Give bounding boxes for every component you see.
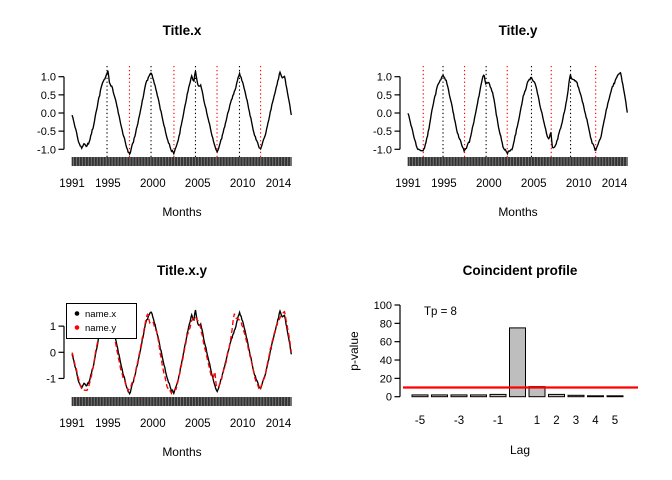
x-tick-label: 1	[534, 415, 540, 427]
x-tick-label: 2010	[566, 178, 592, 190]
x-tick-label: 2010	[230, 418, 256, 430]
monthly-rug	[71, 397, 292, 406]
y-tick-label: 1.0	[41, 72, 56, 84]
x-axis-title: Lag	[510, 443, 530, 457]
bar-lag--5	[411, 394, 429, 398]
x-tick-label: 2014	[266, 418, 292, 430]
panel-title-x-y: Title.x.y 1 0 -1 1991 1995 2000 2005 2010 2014 Mon…	[0, 240, 336, 480]
x-tick-label: -3	[454, 415, 464, 427]
x-tick-label: 2014	[602, 178, 628, 190]
legend-label: name.x	[85, 309, 116, 320]
tp-annotation: Tp = 8	[424, 306, 457, 318]
x-tick-label: -1	[493, 415, 503, 427]
x-tick-label: 1995	[95, 178, 121, 190]
legend-marker-name.x	[74, 311, 80, 316]
x-tick-label: 3	[573, 415, 579, 427]
x-tick-label: 2014	[266, 178, 292, 190]
y-tick-label: 40	[380, 355, 392, 367]
panel-title: Title.y	[499, 23, 538, 38]
bar-lag-4	[587, 395, 604, 398]
panel-title: Title.x.y	[157, 263, 208, 278]
panel-title: Title.x	[163, 23, 202, 38]
y-tick-label: -0.5	[37, 126, 56, 138]
y-tick-label: 20	[380, 373, 392, 385]
series-path-y	[407, 71, 628, 156]
monthly-rug	[71, 157, 292, 166]
x-tick-label: -5	[415, 415, 425, 427]
y-tick-label: 0.0	[377, 108, 392, 120]
chart-title-x: Title.x 1.0 0.5 0.0 -0.5 -1.0 1991 1995 2000 2005…	[37, 23, 292, 219]
bar-lag--3	[450, 394, 468, 398]
bar-lag-5	[606, 395, 624, 398]
y-tick-label: 1.0	[377, 72, 392, 84]
bar-lag-0	[509, 327, 526, 398]
x-axis-title: Months	[498, 205, 537, 219]
legend-marker-name.y	[74, 325, 80, 330]
series-path-name.y	[71, 310, 292, 395]
x-tick-label: 1991	[395, 178, 421, 190]
x-axis-title: Months	[162, 445, 201, 459]
legend-label: name.y	[85, 323, 116, 334]
bar-lag-2	[548, 393, 565, 398]
x-tick-label: 1991	[59, 178, 85, 190]
y-tick-label: 80	[380, 318, 392, 330]
x-tick-label: 2005	[521, 178, 547, 190]
x-tick-label: 2010	[230, 178, 256, 190]
y-tick-label: 100	[374, 300, 392, 312]
x-tick-label: 1995	[431, 178, 457, 190]
bar-lag-3	[567, 394, 585, 398]
y-tick-label: 0.0	[41, 108, 56, 120]
y-axis-title: p-value	[347, 331, 361, 371]
y-tick-label: 0	[50, 347, 56, 359]
series-path-x	[71, 70, 292, 156]
x-tick-label: 4	[592, 415, 599, 427]
bar-lag--2	[470, 394, 487, 398]
x-tick-label: 1995	[95, 418, 121, 430]
y-tick-label: -1	[46, 373, 56, 385]
x-tick-label: 2000	[140, 178, 166, 190]
y-tick-label: 1	[50, 321, 56, 333]
x-tick-label: 2005	[185, 418, 211, 430]
panel-title-y: Title.y 1.0 0.5 0.0 -0.5 -1.0 1991 1995 2000 2005…	[336, 0, 672, 240]
x-tick-label: 5	[612, 415, 618, 427]
x-axis-title: Months	[162, 205, 201, 219]
chart-coincident-profile: Coincident profile 0 20 40 60 80 100 p-value Tp …	[347, 263, 638, 457]
y-tick-label: 0.5	[41, 90, 56, 102]
y-tick-label: -1.0	[373, 144, 392, 156]
x-tick-label: 2005	[185, 178, 211, 190]
monthly-rug	[407, 157, 628, 166]
panel-coincident-profile: Coincident profile 0 20 40 60 80 100 p-value Tp …	[336, 240, 672, 480]
x-tick-label: 1991	[59, 418, 85, 430]
y-tick-label: -0.5	[373, 126, 392, 138]
chart-title-x-y: Title.x.y 1 0 -1 1991 1995 2000 2005 2010 2014 Mon…	[46, 263, 292, 459]
x-tick-label: 2000	[140, 418, 166, 430]
x-tick-label: 2	[553, 415, 559, 427]
chart-title-y: Title.y 1.0 0.5 0.0 -0.5 -1.0 1991 1995 2000 2005…	[373, 23, 628, 219]
bar-lag--4	[431, 394, 448, 398]
bar-lag--1	[489, 393, 507, 398]
panel-title-x: Title.x 1.0 0.5 0.0 -0.5 -1.0 1991 1995 2000 2005…	[0, 0, 336, 240]
panel-title: Coincident profile	[463, 263, 578, 278]
x-tick-label: 2000	[476, 178, 502, 190]
y-tick-label: 0	[386, 392, 392, 404]
y-tick-label: 0.5	[377, 90, 392, 102]
legend-box	[66, 303, 137, 339]
y-tick-label: 60	[380, 337, 392, 349]
y-tick-label: -1.0	[37, 144, 56, 156]
